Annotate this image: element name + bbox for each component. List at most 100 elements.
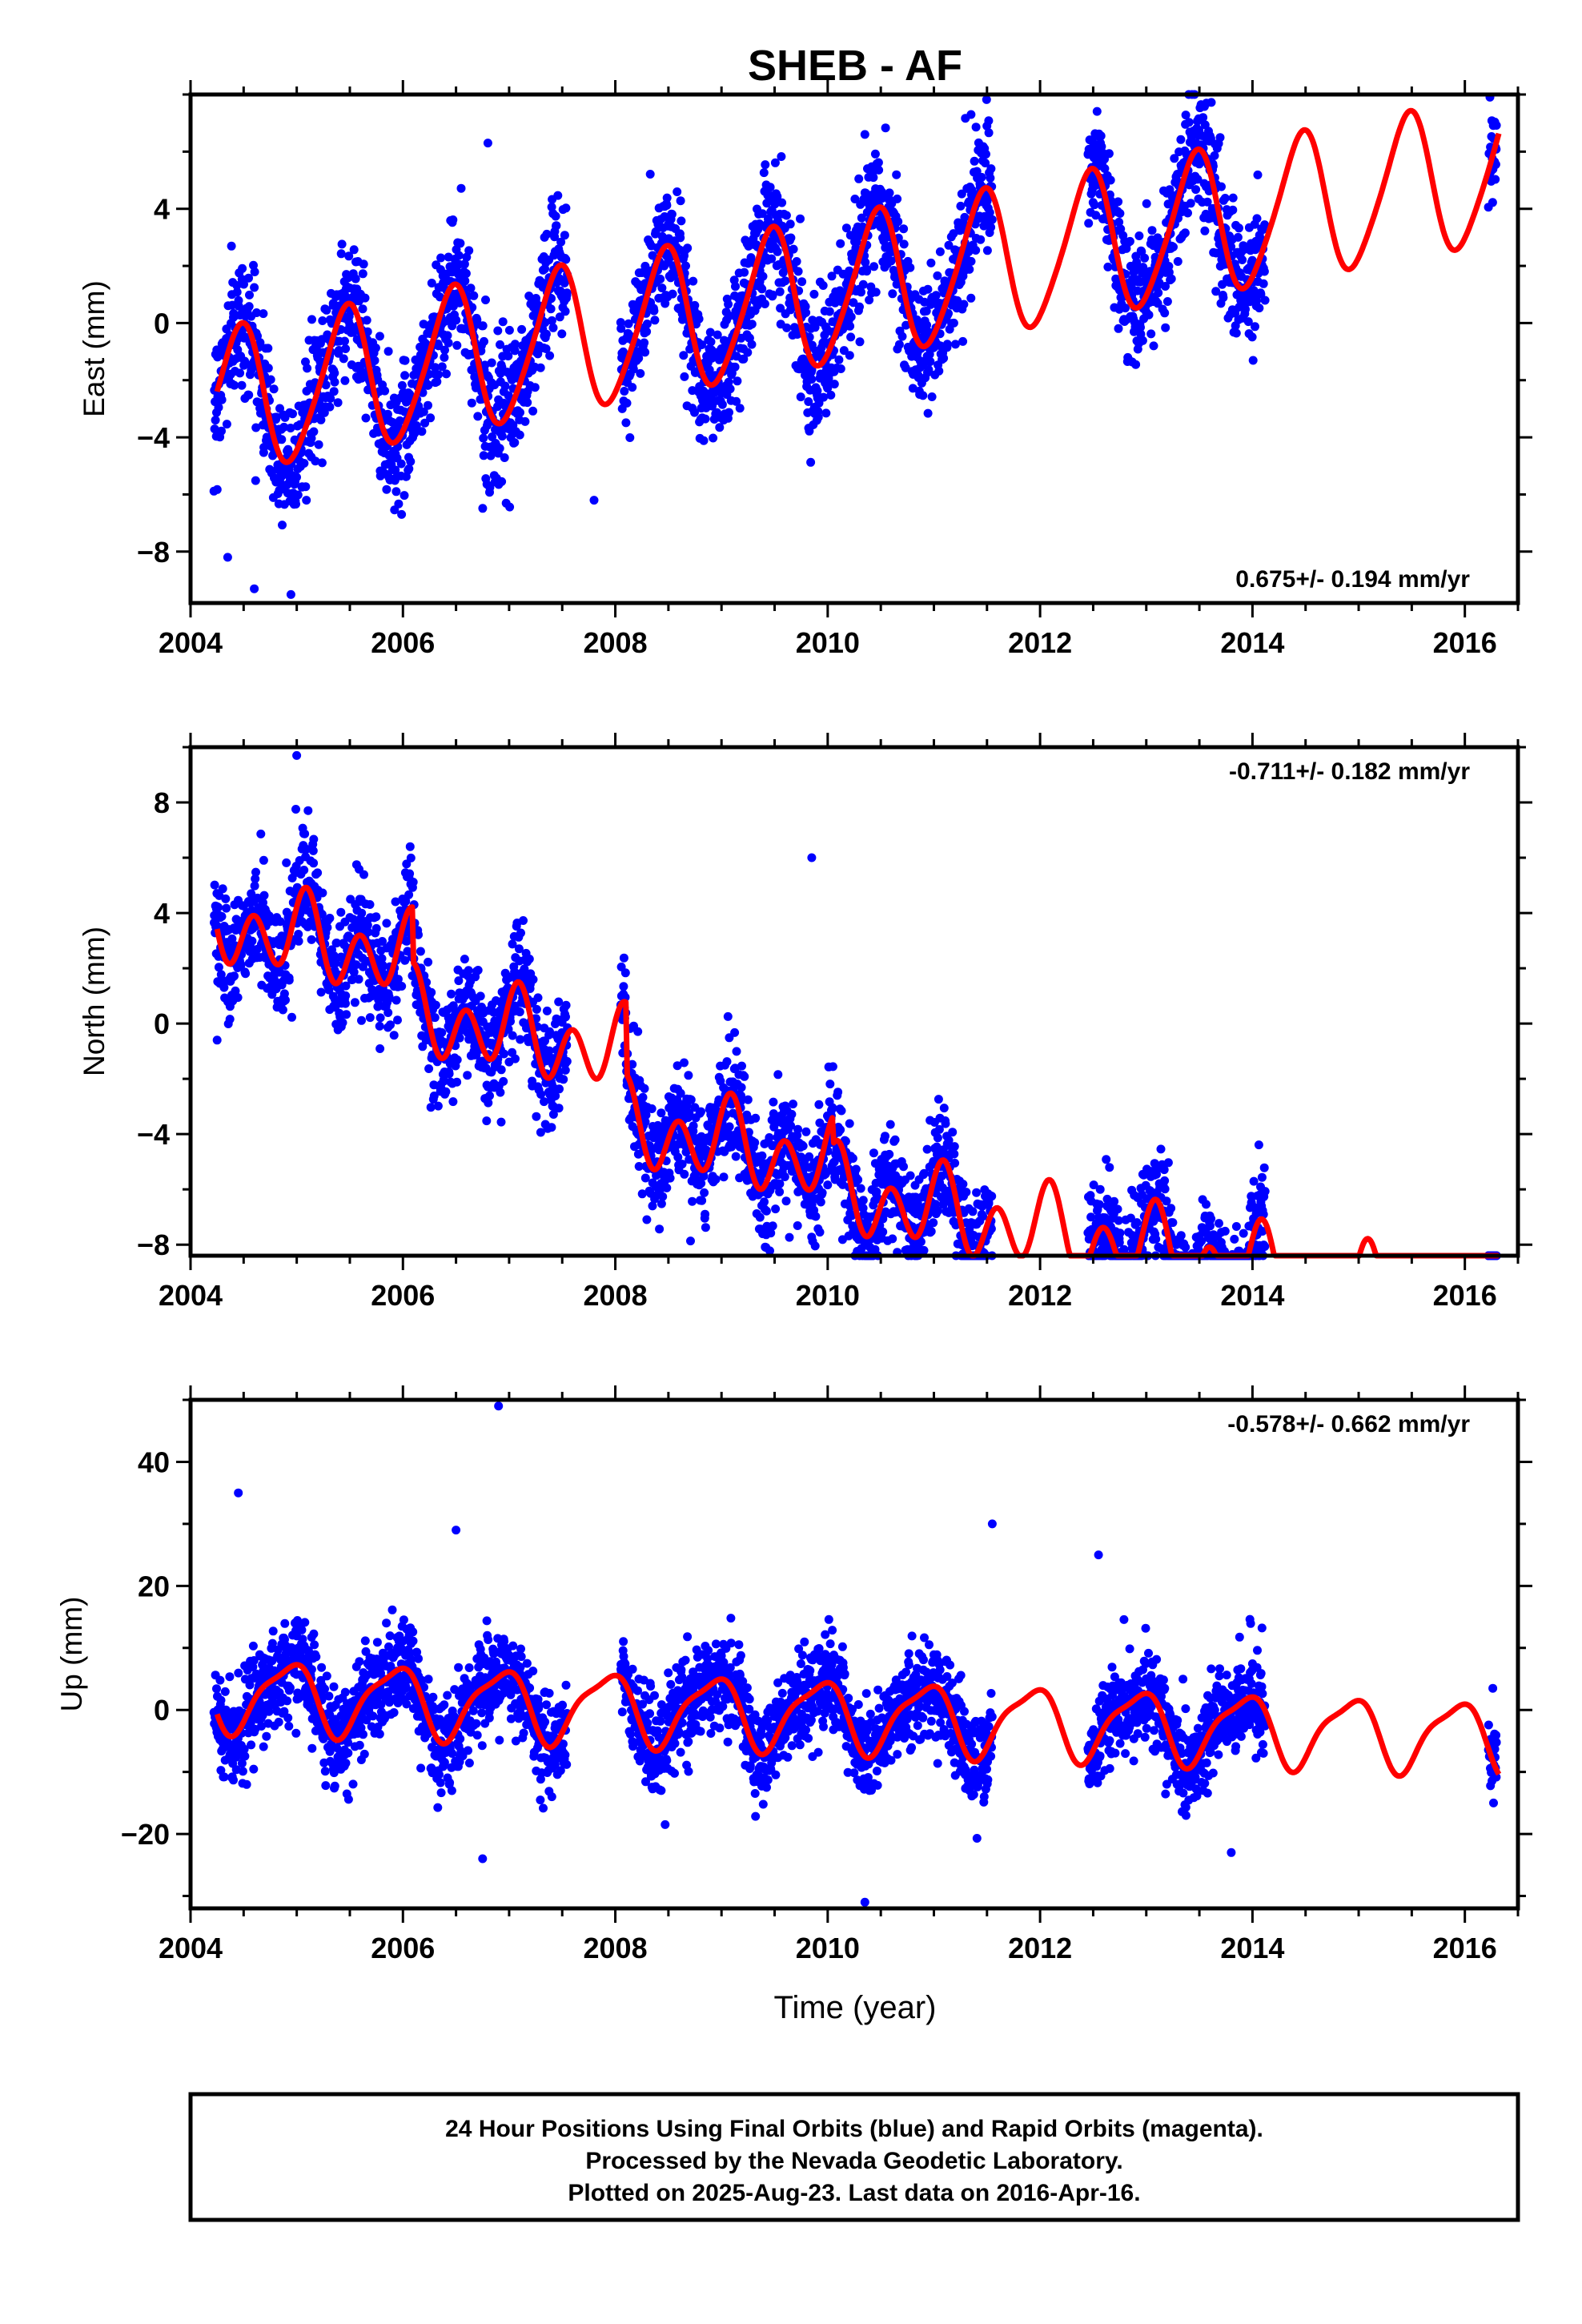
data-point <box>307 315 316 324</box>
data-point <box>1228 193 1238 203</box>
data-point <box>464 966 473 975</box>
data-point <box>934 366 944 376</box>
data-point <box>561 1000 571 1010</box>
data-point <box>828 1062 837 1072</box>
data-point <box>885 1149 894 1159</box>
data-point <box>673 187 682 196</box>
data-point <box>478 504 488 513</box>
data-point <box>846 332 856 342</box>
data-point <box>482 1116 492 1126</box>
data-point <box>829 380 839 389</box>
data-point <box>699 436 709 445</box>
data-point <box>244 273 253 283</box>
data-point <box>250 267 259 276</box>
data-point <box>677 216 686 226</box>
data-point <box>761 1206 771 1216</box>
data-point <box>278 1005 287 1015</box>
data-point <box>301 482 311 492</box>
data-point <box>259 443 269 452</box>
data-point <box>807 375 817 384</box>
data-point <box>933 271 942 280</box>
data-point <box>724 300 733 309</box>
data-point <box>655 1224 665 1234</box>
data-point <box>516 408 524 417</box>
data-point <box>1114 324 1123 333</box>
data-point <box>977 172 986 182</box>
data-point <box>562 288 572 298</box>
data-point <box>222 903 231 913</box>
data-point <box>931 291 941 300</box>
data-point <box>793 267 803 276</box>
data-point <box>620 387 629 396</box>
data-point <box>560 307 570 316</box>
data-point <box>893 194 902 203</box>
data-point <box>321 380 331 390</box>
data-point <box>765 183 775 192</box>
data-point <box>431 363 440 372</box>
data-point <box>926 357 935 366</box>
data-point <box>516 928 525 938</box>
data-point <box>701 1209 710 1219</box>
data-point <box>925 350 934 359</box>
data-point <box>1161 323 1170 332</box>
data-point <box>456 239 465 248</box>
data-point <box>689 276 698 286</box>
data-point <box>865 296 874 305</box>
data-point <box>640 338 649 348</box>
data-point <box>628 364 638 374</box>
data-point <box>1103 262 1113 271</box>
data-point <box>360 293 370 303</box>
data-point <box>761 160 770 170</box>
data-point <box>1096 131 1106 141</box>
data-point <box>765 1133 774 1142</box>
east-rate-label: 0.675+/- 0.194 mm/yr <box>1235 566 1470 593</box>
data-point <box>452 340 462 350</box>
data-point <box>984 116 994 126</box>
data-point <box>1251 322 1259 332</box>
data-point <box>697 1196 707 1205</box>
data-point <box>547 203 556 211</box>
data-point <box>694 314 704 324</box>
data-point <box>406 456 416 466</box>
data-point <box>768 290 777 300</box>
data-point <box>856 1184 865 1193</box>
data-point <box>949 318 958 328</box>
data-point <box>383 1008 393 1017</box>
data-point <box>668 289 677 299</box>
data-point <box>303 364 312 373</box>
data-point <box>810 323 820 332</box>
data-point <box>447 989 456 999</box>
data-point <box>711 1175 721 1184</box>
data-point <box>339 354 348 364</box>
data-point <box>971 246 981 255</box>
data-point <box>340 292 350 301</box>
outlier-point <box>589 496 599 505</box>
data-point <box>394 499 404 509</box>
data-point <box>793 1221 802 1230</box>
data-point <box>792 257 801 266</box>
data-point <box>725 384 735 394</box>
data-point <box>259 855 268 865</box>
data-point <box>316 415 326 424</box>
data-point <box>287 1012 296 1022</box>
data-point <box>640 1084 649 1093</box>
data-point <box>561 203 571 213</box>
data-point <box>1238 255 1247 264</box>
data-point <box>210 424 219 434</box>
data-point <box>836 364 845 373</box>
data-point <box>858 279 868 289</box>
data-point <box>836 239 845 248</box>
data-point <box>767 254 777 263</box>
data-point <box>326 394 335 403</box>
y-tick-label: 0 <box>154 307 170 340</box>
data-point <box>1260 296 1270 305</box>
data-point <box>291 805 300 814</box>
data-point <box>325 402 335 412</box>
data-point <box>1111 274 1121 283</box>
data-point <box>341 999 350 1008</box>
data-point <box>371 344 380 352</box>
data-point <box>777 198 787 207</box>
data-point <box>785 219 795 229</box>
data-point <box>905 1171 915 1180</box>
data-point <box>236 960 246 969</box>
